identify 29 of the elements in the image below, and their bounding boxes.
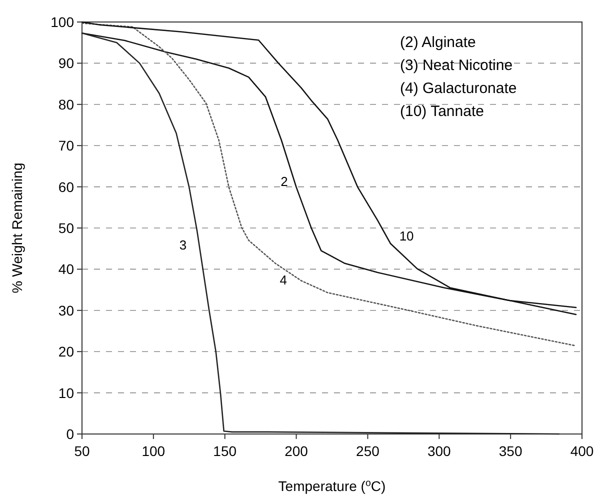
x-axis-title: Temperature ($^{o}$C) <box>278 478 386 494</box>
y-tick-label: 90 <box>58 55 74 72</box>
x-tick-label: 50 <box>74 443 90 459</box>
y-tick-label: 50 <box>58 220 74 236</box>
y-tick-label: 40 <box>58 261 74 278</box>
y-tick-label: 60 <box>58 178 74 195</box>
annotation: (2) Alginate <box>400 34 476 51</box>
y-tick-label: 30 <box>58 302 74 318</box>
y-tick-label: 80 <box>58 96 74 112</box>
annotation: (3) Neat Nicotine <box>400 57 513 74</box>
series-label: 2 <box>280 174 288 190</box>
x-tick-label: 350 <box>498 443 522 459</box>
y-tick-label: 100 <box>50 14 74 30</box>
x-tick-label: 300 <box>427 443 452 459</box>
series-label: 3 <box>179 237 187 252</box>
series-label: 4 <box>280 272 288 288</box>
y-tick-label: 0 <box>66 426 74 442</box>
x-tick-label: 200 <box>284 443 308 459</box>
x-tick-label: 250 <box>356 443 380 459</box>
y-tick-label: 10 <box>58 384 74 401</box>
y-tick-label: 20 <box>58 344 74 360</box>
x-tick-label: 100 <box>142 443 166 459</box>
x-tick-label: 150 <box>213 443 237 459</box>
y-tick-label: 70 <box>58 138 74 154</box>
annotation: (10) Tannate <box>400 103 484 120</box>
y-axis-title: % Weight Remaining <box>9 162 25 294</box>
annotation: (4) Galacturonate <box>400 80 517 97</box>
x-tick-label: 400 <box>570 443 594 459</box>
series-label: 10 <box>399 228 414 244</box>
